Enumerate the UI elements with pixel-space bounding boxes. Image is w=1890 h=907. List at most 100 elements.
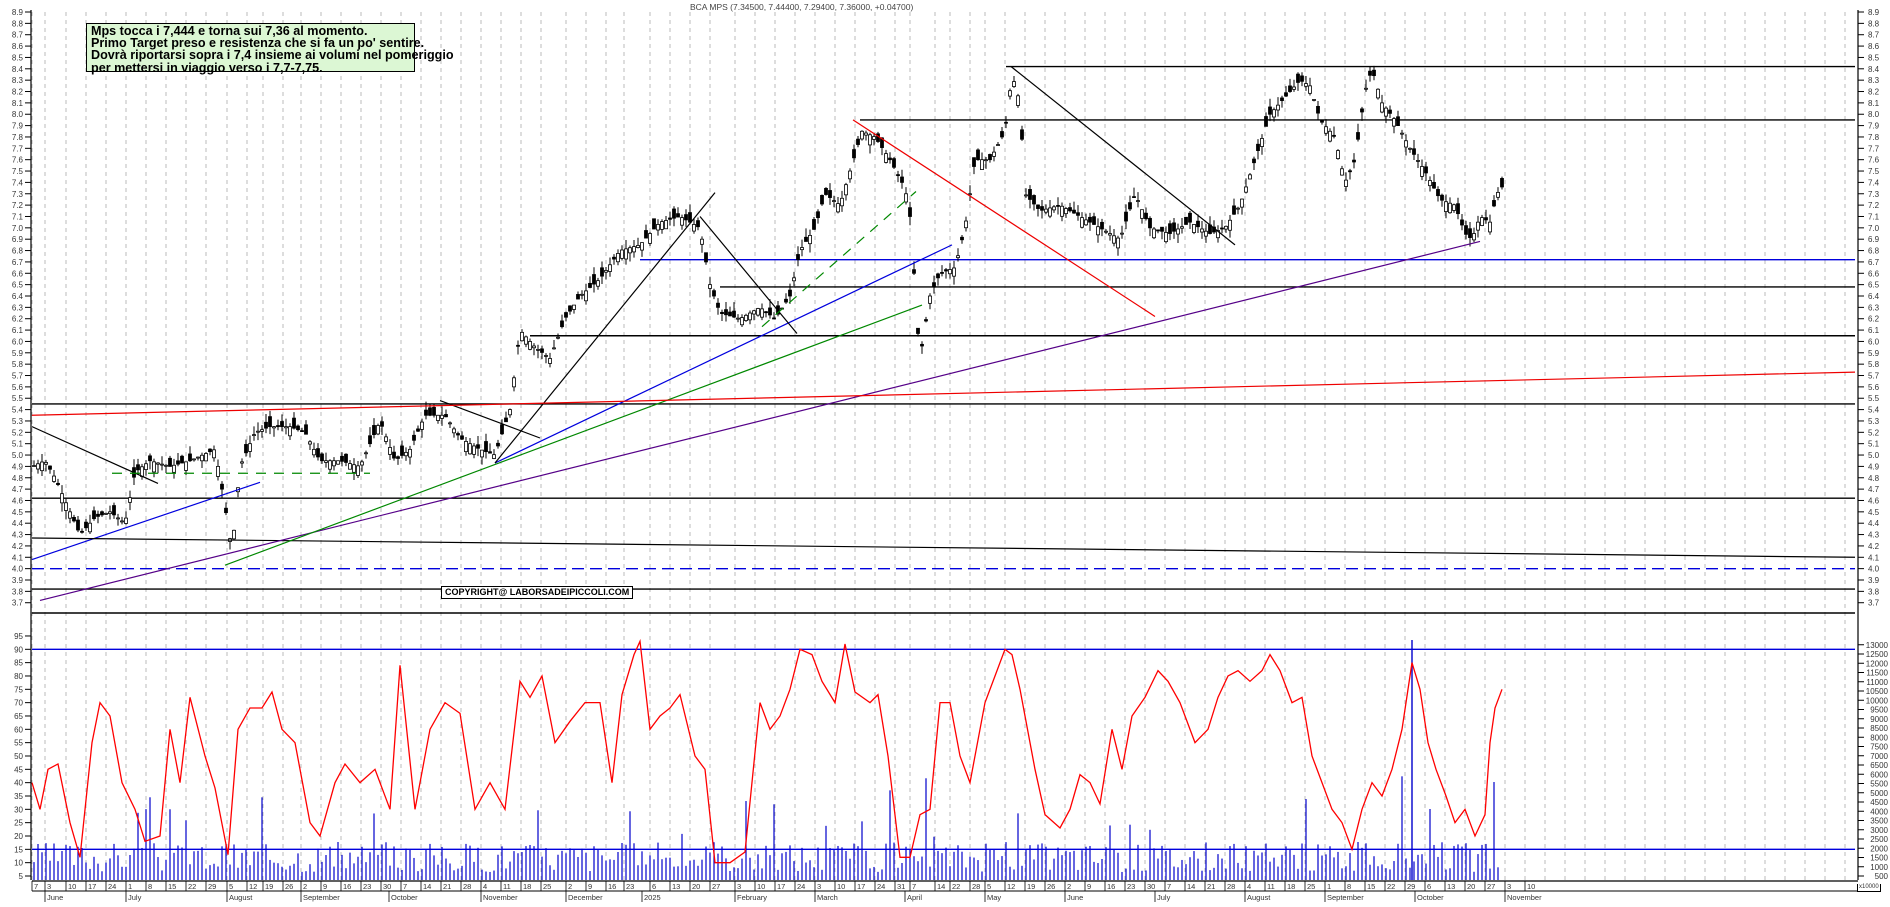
svg-text:13000: 13000	[1866, 641, 1889, 650]
svg-text:7: 7	[912, 882, 916, 891]
volume-unit-label: x10000	[1857, 884, 1881, 892]
svg-text:3.8: 3.8	[12, 587, 24, 596]
svg-text:12500: 12500	[1866, 650, 1889, 659]
svg-text:5.4: 5.4	[12, 406, 24, 415]
svg-text:12: 12	[1007, 882, 1015, 891]
svg-text:15: 15	[168, 882, 176, 891]
svg-text:2: 2	[1067, 882, 1071, 891]
svg-text:28: 28	[463, 882, 471, 891]
svg-text:4.8: 4.8	[1868, 474, 1880, 483]
svg-text:5: 5	[19, 872, 24, 881]
svg-text:2000: 2000	[1870, 844, 1888, 853]
svg-text:24: 24	[108, 882, 116, 891]
svg-text:5.6: 5.6	[12, 383, 24, 392]
svg-text:9: 9	[1087, 882, 1091, 891]
svg-text:13: 13	[672, 882, 680, 891]
svg-text:August: August	[1247, 893, 1271, 902]
svg-text:6.1: 6.1	[1868, 326, 1880, 335]
svg-text:18: 18	[523, 882, 531, 891]
svg-text:July: July	[1157, 893, 1171, 902]
svg-text:4.1: 4.1	[1868, 553, 1880, 562]
copyright-watermark: COPYRIGHT@ LABORSADEIPICCOLI.COM	[441, 586, 634, 599]
svg-text:4.0: 4.0	[12, 565, 24, 574]
svg-text:6: 6	[1427, 882, 1431, 891]
rsi-line	[31, 638, 1503, 864]
svg-text:7: 7	[1167, 882, 1171, 891]
axes: 3.7 3.7 3.8 3.8 3.9 3.9 4.0 4.0 4.1 4.1 4.2 4.2 4.3 4…	[12, 8, 1889, 902]
svg-text:50: 50	[14, 752, 23, 761]
svg-text:5.2: 5.2	[1868, 428, 1880, 437]
svg-text:4.6: 4.6	[1868, 496, 1880, 505]
svg-text:November: November	[1507, 893, 1542, 902]
svg-text:14: 14	[1187, 882, 1195, 891]
svg-text:22: 22	[952, 882, 960, 891]
svg-text:7.4: 7.4	[12, 178, 24, 187]
svg-text:7.0: 7.0	[12, 224, 24, 233]
svg-text:21: 21	[1207, 882, 1215, 891]
svg-text:October: October	[1417, 893, 1444, 902]
svg-text:7.1: 7.1	[1868, 212, 1880, 221]
svg-text:6.7: 6.7	[1868, 258, 1880, 267]
svg-text:August: August	[229, 893, 253, 902]
svg-text:16: 16	[343, 882, 351, 891]
svg-text:7.3: 7.3	[1868, 190, 1880, 199]
svg-text:6500: 6500	[1870, 761, 1888, 770]
svg-text:4.7: 4.7	[1868, 485, 1880, 494]
svg-text:2: 2	[568, 882, 572, 891]
svg-text:6: 6	[652, 882, 656, 891]
svg-text:6.6: 6.6	[1868, 269, 1880, 278]
svg-text:25: 25	[543, 882, 551, 891]
svg-text:8.2: 8.2	[1868, 88, 1880, 97]
svg-text:16: 16	[608, 882, 616, 891]
svg-text:7.6: 7.6	[1868, 156, 1880, 165]
svg-text:25: 25	[14, 819, 23, 828]
svg-text:5.5: 5.5	[12, 394, 24, 403]
svg-text:1: 1	[128, 882, 132, 891]
svg-text:40: 40	[14, 779, 23, 788]
svg-text:6.2: 6.2	[12, 315, 24, 324]
svg-text:6.9: 6.9	[1868, 235, 1880, 244]
svg-text:28: 28	[972, 882, 980, 891]
svg-text:12: 12	[249, 882, 257, 891]
svg-text:11500: 11500	[1866, 669, 1888, 678]
svg-text:85: 85	[14, 659, 23, 668]
svg-text:4.3: 4.3	[12, 531, 24, 540]
svg-text:12000: 12000	[1866, 659, 1889, 668]
svg-text:6.5: 6.5	[1868, 281, 1880, 290]
svg-text:8.5: 8.5	[12, 53, 24, 62]
svg-text:June: June	[1067, 893, 1083, 902]
svg-text:5.9: 5.9	[12, 349, 24, 358]
svg-text:16: 16	[1107, 882, 1115, 891]
svg-text:8000: 8000	[1870, 733, 1888, 742]
svg-text:3.9: 3.9	[12, 576, 24, 585]
svg-text:8.4: 8.4	[1868, 65, 1880, 74]
svg-text:7500: 7500	[1870, 743, 1888, 752]
volume-bars	[33, 640, 1499, 880]
svg-text:24: 24	[877, 882, 885, 891]
svg-text:5.3: 5.3	[12, 417, 24, 426]
svg-text:April: April	[907, 893, 922, 902]
svg-text:4.4: 4.4	[12, 519, 24, 528]
annotation-line: Dovrà riportarsi sopra i 7,4 insieme ai …	[91, 48, 454, 63]
svg-text:4.2: 4.2	[1868, 542, 1880, 551]
svg-text:5.0: 5.0	[12, 451, 24, 460]
svg-text:7.3: 7.3	[12, 190, 24, 199]
svg-text:9500: 9500	[1870, 706, 1888, 715]
svg-text:19: 19	[1027, 882, 1035, 891]
horizontal-levels	[32, 65, 1855, 850]
svg-text:9: 9	[588, 882, 592, 891]
svg-text:10000: 10000	[1866, 696, 1889, 705]
svg-text:5000: 5000	[1870, 789, 1888, 798]
svg-text:55: 55	[14, 739, 23, 748]
svg-text:7000: 7000	[1870, 752, 1888, 761]
svg-text:6.4: 6.4	[12, 292, 24, 301]
svg-text:9: 9	[323, 882, 327, 891]
svg-text:8.9: 8.9	[12, 8, 24, 17]
chart-title: BCA MPS (7.34500, 7.44400, 7.29400, 7.36…	[690, 2, 914, 12]
svg-text:4.9: 4.9	[1868, 462, 1880, 471]
annotation-line: Mps tocca i 7,444 e torna sui 7,36 al mo…	[91, 24, 368, 38]
svg-text:July: July	[128, 893, 142, 902]
svg-text:60: 60	[14, 725, 23, 734]
svg-text:6.0: 6.0	[1868, 337, 1880, 346]
